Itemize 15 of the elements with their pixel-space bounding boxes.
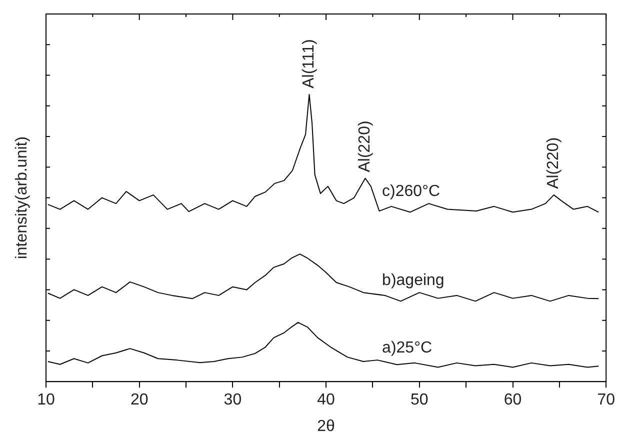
x-tick-label: 50 bbox=[410, 392, 428, 409]
series-label: a)25°C bbox=[382, 339, 432, 356]
x-tick-label: 70 bbox=[597, 392, 616, 409]
y-axis-title: intensity(arb.unit) bbox=[13, 136, 30, 260]
annotation: Al(111) bbox=[300, 39, 318, 88]
annotation: Al(220) bbox=[356, 120, 374, 172]
x-tick-label: 10 bbox=[37, 392, 55, 409]
x-axis-title: 2θ bbox=[317, 418, 336, 435]
x-tick-label: 30 bbox=[224, 392, 242, 409]
series-label: c)260°C bbox=[382, 182, 440, 200]
annotation: Al(220) bbox=[545, 137, 562, 189]
x-tick-label: 60 bbox=[504, 392, 522, 409]
x-tick-label: 20 bbox=[130, 392, 148, 409]
x-tick-label: 40 bbox=[317, 392, 336, 409]
series-label: b)ageing bbox=[382, 272, 444, 289]
